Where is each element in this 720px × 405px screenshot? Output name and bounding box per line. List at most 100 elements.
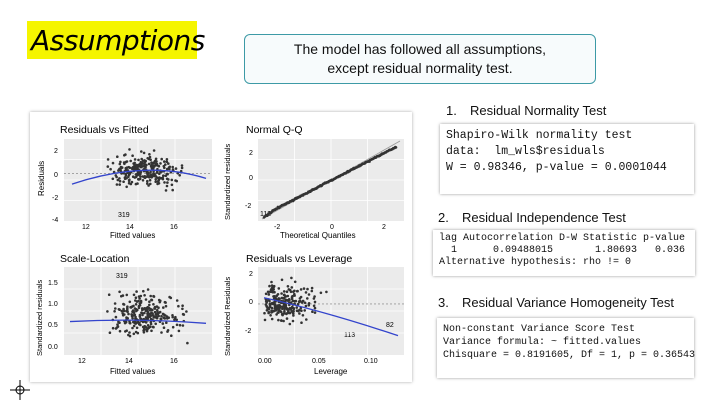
plot1-ytick: 0	[54, 172, 58, 179]
scatter-point	[164, 314, 167, 317]
scatter-point	[137, 306, 141, 310]
scatter-point	[312, 304, 316, 308]
scatter-point	[143, 167, 146, 171]
scatter-point	[166, 181, 169, 184]
scatter-point	[150, 176, 153, 179]
scatter-point	[128, 148, 131, 151]
scatter-point	[167, 178, 170, 181]
scatter-point	[133, 161, 136, 165]
scatter-point	[139, 175, 142, 178]
scatter-point	[125, 293, 129, 297]
scatter-point	[132, 304, 135, 308]
plot3-xlabel: Fitted values	[110, 367, 155, 376]
scatter-point	[150, 308, 154, 312]
scatter-point	[306, 287, 309, 291]
scatter-point	[288, 322, 292, 326]
scatter-point	[306, 297, 309, 300]
scatter-point	[139, 317, 142, 320]
variance-test-output: Non-constant Variance Score Test Variance…	[437, 318, 695, 378]
scatter-point	[134, 315, 137, 319]
scatter-point	[144, 159, 147, 163]
plot3-xtick: 16	[170, 358, 178, 365]
scatter-point	[281, 307, 284, 311]
scatter-point	[118, 329, 122, 333]
scatter-point	[137, 158, 140, 162]
scatter-point	[132, 324, 136, 328]
scatter-point	[111, 326, 115, 330]
scatter-point	[148, 155, 152, 159]
scatter-point	[162, 326, 166, 329]
plot3-ytick: 0.5	[48, 322, 58, 329]
scatter-point	[165, 167, 169, 171]
scatter-point	[286, 299, 290, 302]
plot1-ytick: 2	[54, 148, 58, 155]
scatter-point	[139, 160, 143, 164]
reference-line	[263, 297, 399, 337]
scatter-point	[291, 319, 295, 323]
scatter-point	[132, 332, 136, 336]
scatter-point	[275, 306, 279, 309]
scatter-point	[147, 326, 151, 329]
scatter-point	[118, 321, 121, 324]
scatter-point	[134, 299, 137, 302]
scatter-point	[128, 331, 131, 334]
scatter-point	[313, 311, 317, 314]
scatter-point	[147, 184, 150, 187]
plot3-xtick: 14	[125, 358, 133, 365]
scatter-point	[142, 162, 145, 165]
scatter-point	[164, 304, 168, 308]
scatter-point	[134, 322, 137, 325]
scatter-point	[146, 174, 149, 177]
scatter-point	[167, 162, 170, 165]
slide-title-text: Assumptions	[31, 23, 205, 57]
plot3-ytick: 0.0	[48, 344, 58, 351]
scatter-point	[266, 290, 270, 294]
scatter-point	[175, 179, 178, 183]
scatter-point	[181, 324, 185, 327]
scatter-point	[128, 300, 132, 304]
scatter-point	[138, 297, 141, 300]
scatter-point	[284, 304, 288, 307]
scatter-point	[127, 181, 131, 185]
plot4-xtick: 0.00	[258, 358, 272, 365]
scatter-point	[113, 302, 117, 305]
scatter-point	[175, 299, 179, 302]
plot1-ytick: -4	[52, 217, 58, 224]
scatter-point	[131, 317, 134, 320]
scatter-point	[117, 168, 121, 171]
scatter-point	[146, 182, 149, 185]
scatter-point	[299, 288, 303, 291]
scatter-point	[118, 177, 121, 180]
scatter-point	[181, 304, 184, 307]
scatter-point	[159, 317, 162, 321]
scatter-point	[130, 315, 134, 318]
scatter-point	[310, 289, 314, 293]
scatter-point	[271, 288, 274, 292]
scatter-point	[268, 302, 272, 306]
scatter-point	[270, 317, 274, 321]
scatter-point	[111, 161, 115, 165]
summary-callout: The model has followed all assumptions, …	[244, 34, 596, 84]
scatter-point	[313, 295, 316, 298]
scatter-point	[149, 320, 153, 324]
scatter-point	[106, 310, 109, 313]
scatter-point	[166, 317, 169, 320]
scatter-point	[119, 160, 122, 164]
scatter-point	[295, 306, 299, 309]
scatter-point	[143, 294, 146, 297]
scatter-point	[124, 174, 128, 177]
scatter-point	[127, 175, 130, 178]
scatter-point	[118, 183, 121, 186]
scatter-point	[147, 306, 151, 310]
section-number: 1.	[446, 103, 457, 118]
scatter-point	[299, 295, 303, 299]
scatter-point	[145, 171, 149, 174]
plot1-point-label: 319	[118, 212, 130, 219]
scatter-point	[147, 312, 150, 316]
scatter-point	[155, 305, 159, 308]
scatter-point	[140, 157, 143, 161]
scatter-point	[128, 178, 131, 181]
scatter-point	[151, 314, 155, 317]
plot2-ytick: 0	[249, 175, 253, 182]
scatter-point	[301, 314, 305, 317]
